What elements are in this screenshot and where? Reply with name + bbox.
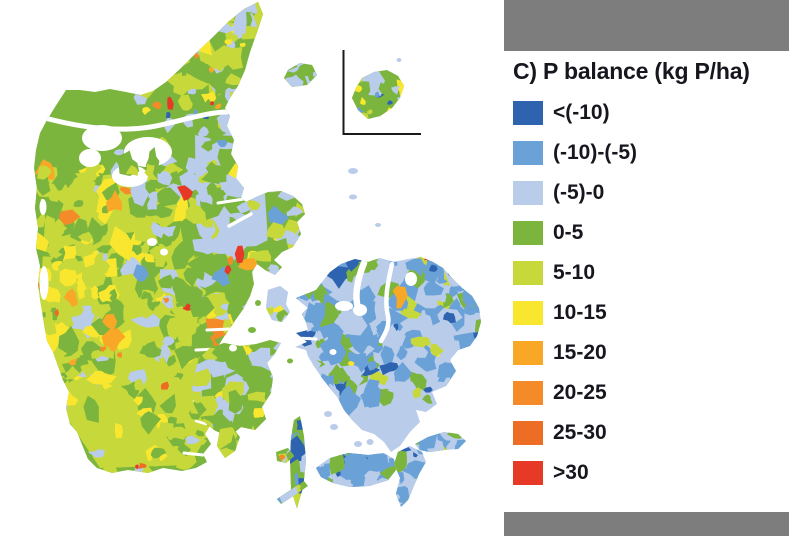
- legend-label-7: 20-25: [553, 381, 607, 404]
- legend-label-9: >30: [553, 461, 589, 484]
- denmark-map: [34, 2, 481, 508]
- legend-item-3: 0-5: [513, 221, 637, 245]
- zealand-fjords: [295, 259, 417, 355]
- legend-swatch-5: [513, 301, 543, 325]
- legend-item-5: 10-15: [513, 301, 637, 325]
- legend-swatch-2: [513, 181, 543, 205]
- minor-islands: [248, 58, 402, 447]
- legend-item-7: 20-25: [513, 381, 637, 405]
- region-zealand: [295, 257, 481, 452]
- legend-item-8: 25-30: [513, 421, 637, 445]
- region-bornholm: [352, 70, 404, 119]
- legend-item-9: >30: [513, 461, 637, 485]
- legend-swatch-3: [513, 221, 543, 245]
- legend-items: <(-10) (-10)-(-5) (-5)-0 0-5 5-10 10-15 15-20 2…: [513, 101, 637, 485]
- region-jutland: [34, 2, 305, 473]
- legend-label-0: <(-10): [553, 101, 610, 124]
- region-samsoe: [266, 286, 290, 322]
- legend-swatch-1: [513, 141, 543, 165]
- region-lolland: [316, 453, 396, 487]
- legend-title: C) P balance (kg P/ha): [513, 58, 750, 84]
- legend-label-5: 10-15: [553, 301, 607, 324]
- legend-item-0: <(-10): [513, 101, 637, 125]
- panel-top-bar: [504, 0, 789, 51]
- legend-swatch-6: [513, 341, 543, 365]
- legend-swatch-7: [513, 381, 543, 405]
- legend-label-8: 25-30: [553, 421, 607, 444]
- funen-fjords: [229, 344, 237, 352]
- legend-swatch-9: [513, 461, 543, 485]
- legend-label-1: (-10)-(-5): [553, 141, 637, 164]
- legend-label-3: 0-5: [553, 221, 584, 244]
- denmark-p-balance-map: [34, 2, 481, 508]
- legend-item-6: 15-20: [513, 341, 637, 365]
- region-falster: [394, 446, 426, 507]
- legend-item-1: (-10)-(-5): [513, 141, 637, 165]
- bornholm-inset-corner-line: [342, 50, 421, 135]
- panel-bottom-bar: [504, 512, 789, 536]
- legend-label-2: (-5)-0: [553, 181, 605, 204]
- legend-item-2: (-5)-0: [513, 181, 637, 205]
- legend-swatch-0: [513, 101, 543, 125]
- legend-label-6: 15-20: [553, 341, 607, 364]
- legend-swatch-8: [513, 421, 543, 445]
- legend-item-4: 5-10: [513, 261, 637, 285]
- region-laesoe: [284, 63, 317, 87]
- legend-swatch-4: [513, 261, 543, 285]
- legend-label-4: 5-10: [553, 261, 596, 284]
